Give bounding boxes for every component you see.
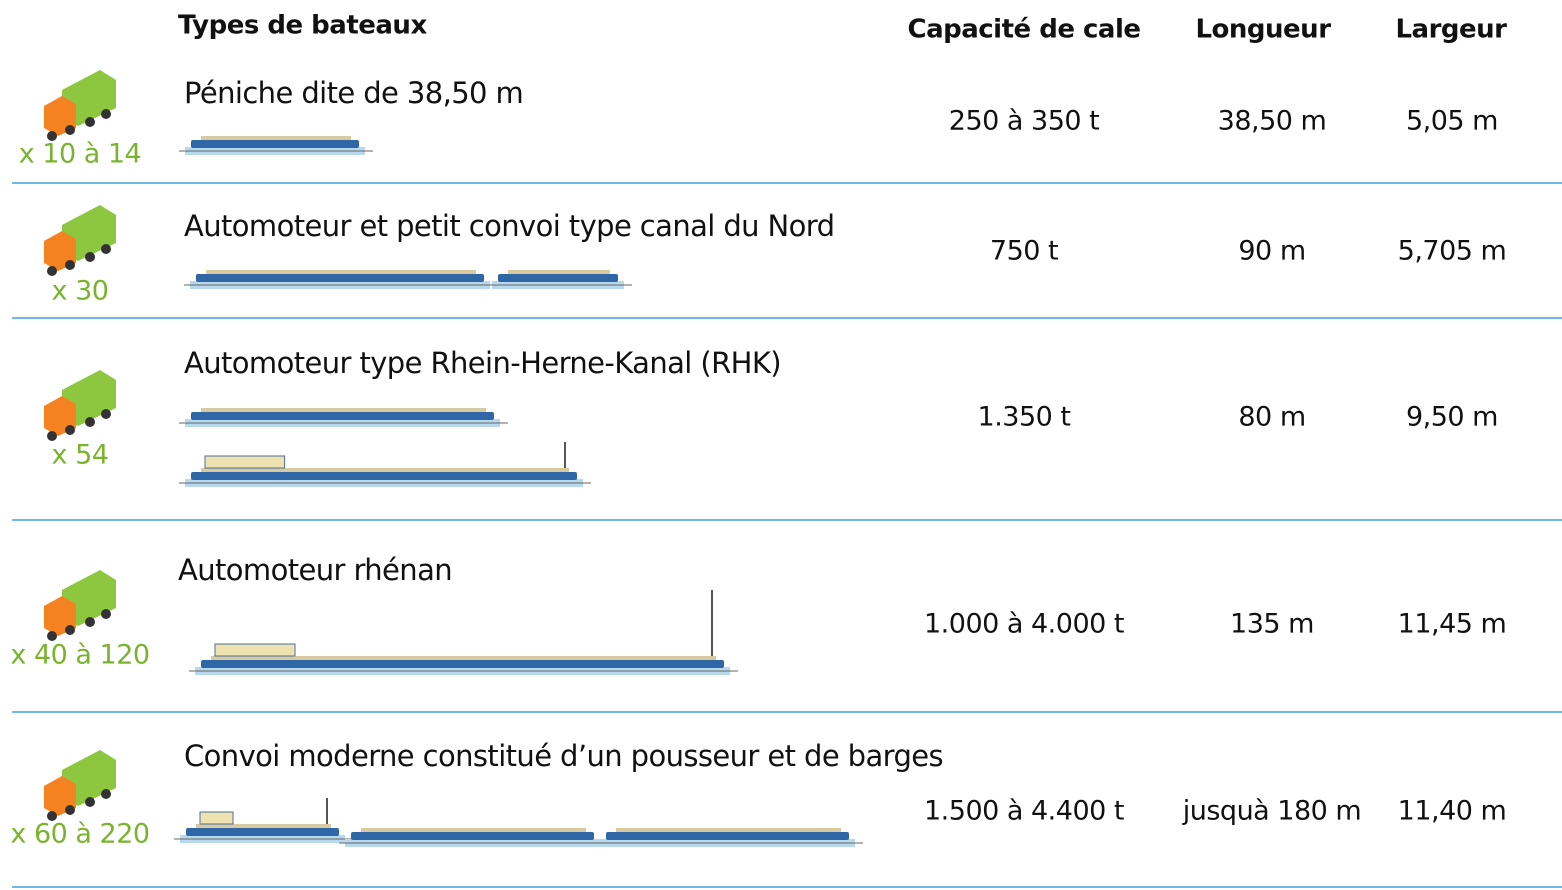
truck-count: x 54: [52, 440, 109, 471]
deck: [211, 656, 716, 660]
capacity: 250 à 350 t: [949, 106, 1099, 137]
hull: [191, 140, 359, 148]
truck-count: x 40 à 120: [10, 640, 149, 671]
hull: [351, 832, 594, 840]
length: 90 m: [1238, 236, 1305, 267]
wheelhouse: [214, 643, 296, 657]
width: 11,40 m: [1398, 796, 1507, 827]
boat-illustration: [189, 590, 738, 675]
truck-count: x 60 à 220: [10, 819, 149, 850]
deck: [201, 408, 486, 412]
column-header: Longueur: [1195, 15, 1331, 45]
width: 5,705 m: [1398, 236, 1507, 267]
column-header: Largeur: [1395, 15, 1507, 45]
length: 80 m: [1238, 402, 1305, 433]
boat-illustration: [594, 828, 863, 847]
deck: [616, 828, 841, 832]
boat-illustration: [486, 270, 632, 289]
width: 5,05 m: [1406, 106, 1498, 137]
truck-wheel: [65, 805, 75, 815]
truck-icon: [44, 750, 116, 821]
truck-wheel: [101, 609, 111, 619]
boat-name: Automoteur type Rhein-Herne-Kanal (RHK): [184, 346, 781, 380]
hull: [186, 828, 339, 836]
boat-illustration: [179, 442, 591, 487]
capacity: 1.350 t: [978, 402, 1071, 433]
hull: [196, 274, 484, 282]
deck: [361, 828, 586, 832]
boat-name: Automoteur et petit convoi type canal du…: [184, 209, 834, 243]
truck-wheel: [85, 252, 95, 262]
truck-icon: [44, 70, 116, 141]
truck-wheel: [85, 117, 95, 127]
boat-name: Convoi moderne constitué d’un pousseur e…: [184, 739, 943, 773]
boat-name: Péniche dite de 38,50 m: [184, 76, 523, 110]
deck: [201, 468, 569, 472]
truck-count: x 30: [52, 276, 109, 307]
truck-wheel: [65, 125, 75, 135]
hull: [201, 660, 724, 668]
length: jusquà 180 m: [1182, 796, 1361, 827]
length: 135 m: [1230, 609, 1314, 640]
truck-wheel: [47, 811, 57, 821]
wheelhouse: [199, 811, 234, 825]
truck-count: x 10 à 14: [19, 139, 141, 170]
length: 38,50 m: [1218, 106, 1327, 137]
boat-illustration: [179, 136, 373, 155]
capacity: 1.500 à 4.400 t: [924, 796, 1124, 827]
hull: [191, 472, 577, 480]
wheelhouse: [204, 455, 286, 469]
truck-icon: [44, 370, 116, 441]
truck-wheel: [65, 425, 75, 435]
truck-wheel: [101, 409, 111, 419]
boat-illustration: [179, 408, 508, 427]
boat-illustration: [339, 828, 608, 847]
truck-wheel: [85, 417, 95, 427]
truck-wheel: [47, 431, 57, 441]
deck: [201, 136, 351, 140]
truck-wheel: [85, 617, 95, 627]
deck: [206, 270, 476, 274]
column-header: Capacité de cale: [907, 15, 1140, 45]
deck: [508, 270, 610, 274]
truck-wheel: [47, 266, 57, 276]
truck-wheel: [85, 797, 95, 807]
header-title: Types de bateaux: [178, 11, 427, 41]
boat-illustration: [174, 798, 353, 843]
truck-wheel: [65, 260, 75, 270]
hull: [498, 274, 618, 282]
width: 11,45 m: [1398, 609, 1507, 640]
capacity: 750 t: [990, 236, 1058, 267]
truck-wheel: [101, 109, 111, 119]
hull: [606, 832, 849, 840]
truck-wheel: [101, 789, 111, 799]
truck-icon: [44, 570, 116, 641]
capacity: 1.000 à 4.000 t: [924, 609, 1124, 640]
truck-wheel: [65, 625, 75, 635]
boat-illustration: [184, 270, 498, 289]
boat-name: Automoteur rhénan: [178, 553, 452, 587]
truck-wheel: [47, 131, 57, 141]
truck-icon: [44, 205, 116, 276]
width: 9,50 m: [1406, 402, 1498, 433]
hull: [191, 412, 494, 420]
truck-wheel: [101, 244, 111, 254]
deck: [196, 824, 331, 828]
truck-wheel: [47, 631, 57, 641]
